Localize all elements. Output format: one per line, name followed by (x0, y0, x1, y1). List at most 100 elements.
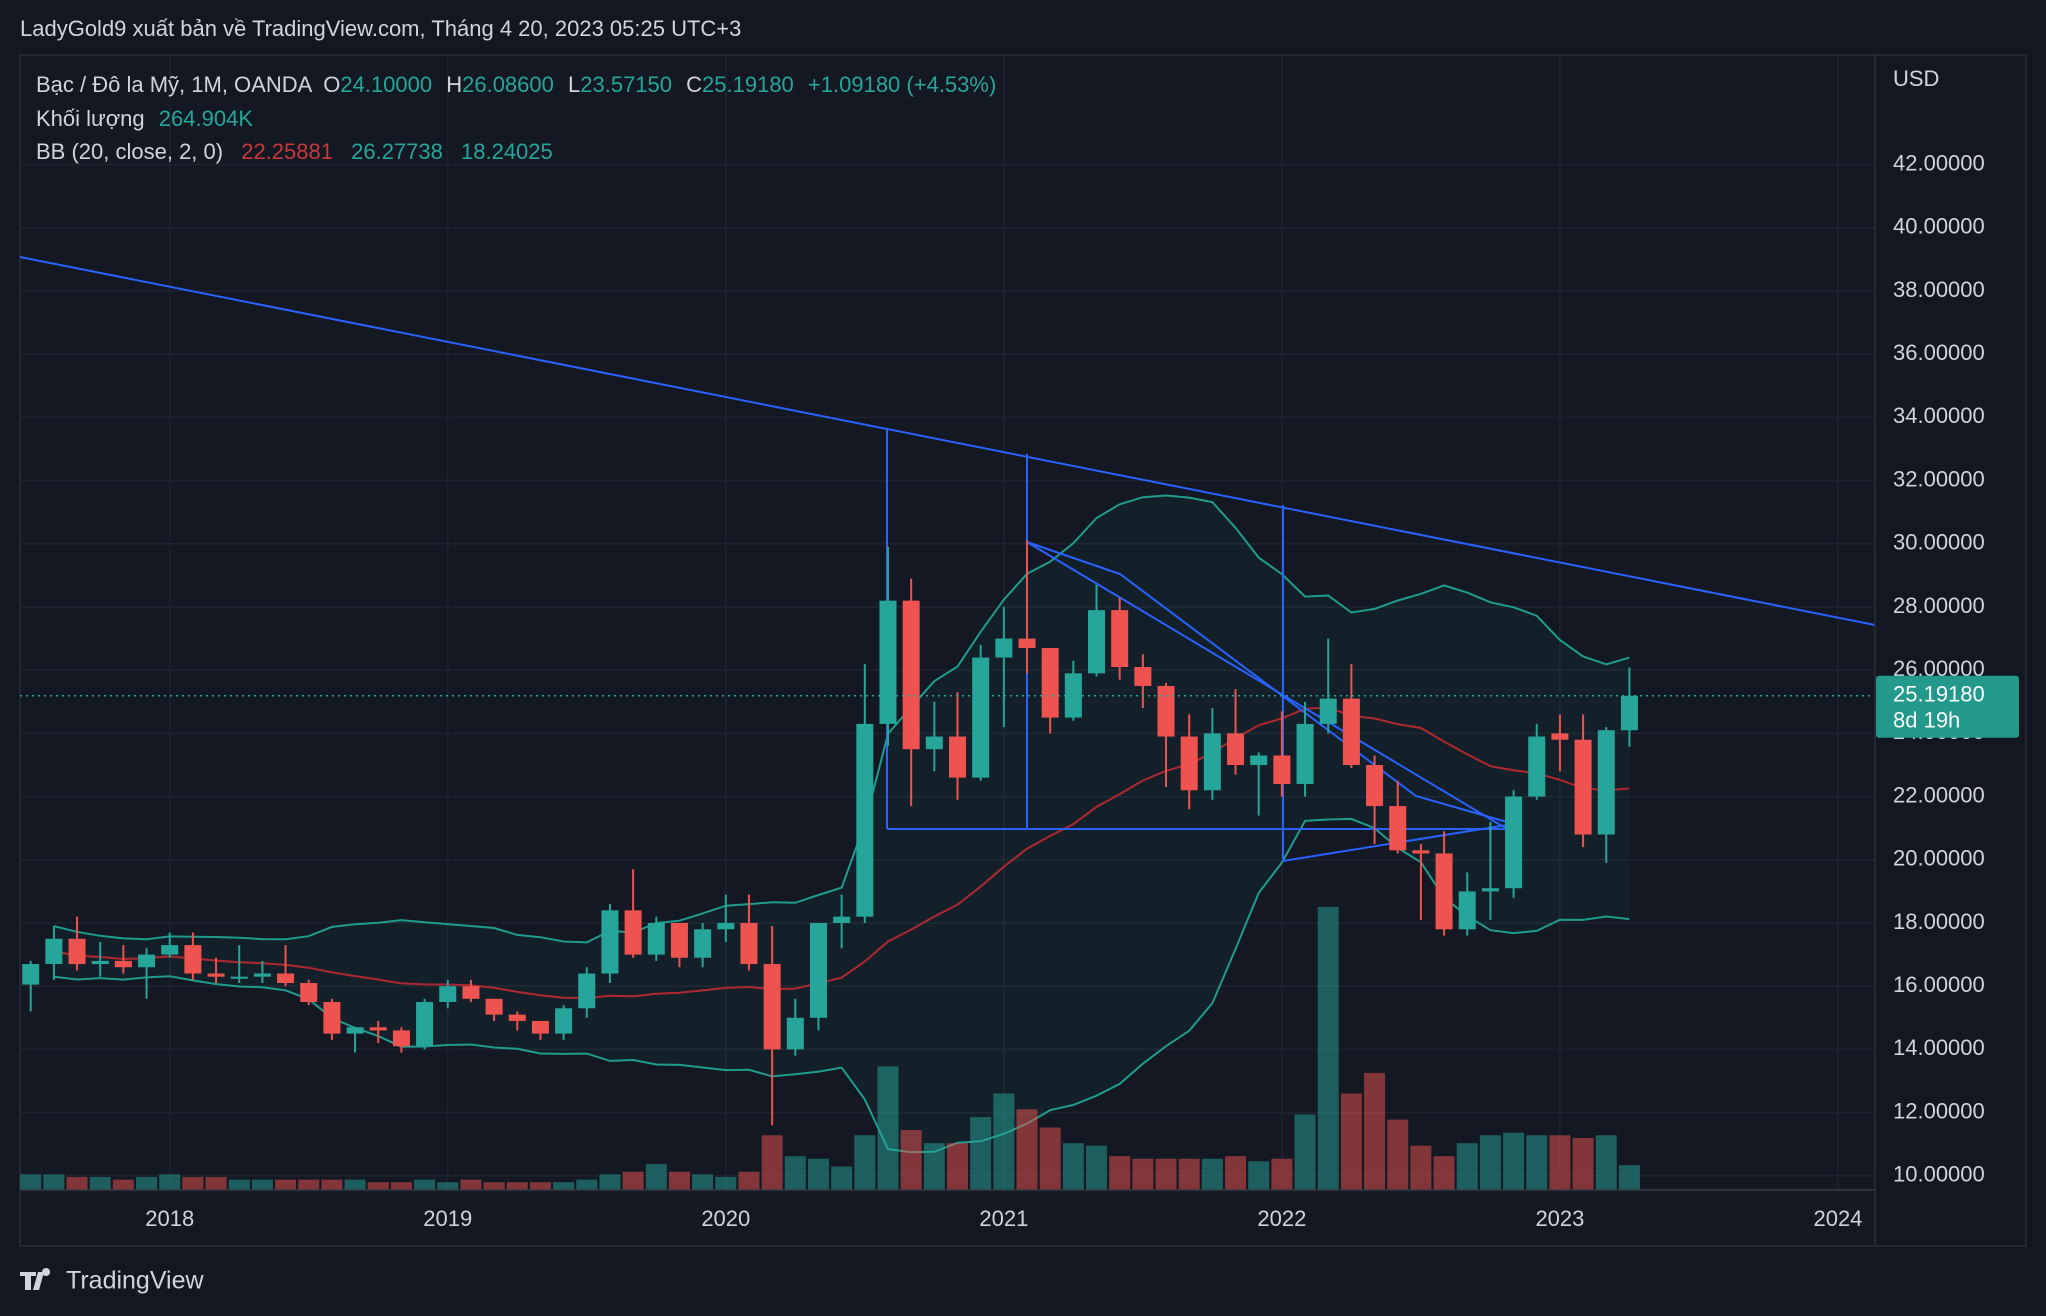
candle-body (1088, 610, 1106, 674)
y-tick-label: 22.00000 (1893, 782, 1985, 807)
grid (20, 55, 1875, 1190)
volume-bar (1387, 1119, 1409, 1190)
volume-bar (599, 1174, 621, 1190)
candle-body (809, 922, 827, 1018)
volume-bar (692, 1174, 714, 1190)
volume-bar (298, 1179, 320, 1190)
candle-body (717, 922, 735, 930)
candle-body (670, 922, 688, 958)
volume-bar (460, 1179, 482, 1190)
symbol: Bạc / Đô la Mỹ, 1M, OANDA (36, 72, 313, 97)
candle-body (369, 1027, 387, 1031)
volume-bar (159, 1174, 181, 1190)
volume-bar (1248, 1161, 1270, 1190)
ohlc-key: O (323, 72, 340, 97)
y-tick-label: 40.00000 (1893, 214, 1985, 239)
candle-body (1620, 695, 1638, 731)
candle-body (1203, 733, 1221, 791)
candle-body (1528, 736, 1546, 797)
last-price-label: 25.19180 (1893, 682, 1985, 707)
volume-bar (1039, 1127, 1061, 1190)
candle-body (253, 973, 271, 977)
candle-body (1250, 755, 1268, 765)
y-tick-label: 38.00000 (1893, 277, 1985, 302)
candle-body (995, 638, 1013, 658)
y-tick-label: 42.00000 (1893, 150, 1985, 175)
candle-body (1412, 850, 1430, 854)
y-tick-label: 36.00000 (1893, 340, 1985, 365)
volume-bar (1340, 1093, 1362, 1190)
volume-bar (1618, 1165, 1640, 1190)
last-price-tag (1876, 675, 2019, 738)
candle-body (1041, 648, 1059, 718)
volume-bar (923, 1143, 945, 1190)
candle-body (91, 960, 109, 965)
candle-body (1505, 796, 1523, 889)
volume-bar (275, 1179, 297, 1190)
candle-body (833, 916, 851, 923)
candle-body (485, 998, 503, 1015)
candle-body (740, 922, 758, 965)
candle-body (972, 657, 990, 778)
volume-bar (1155, 1158, 1177, 1190)
candle-body (323, 1001, 341, 1034)
chart-title: LadyGold9 xuất bản về TradingView.com, T… (20, 16, 741, 41)
candle-body (1227, 733, 1245, 765)
price-axis-bg (1876, 56, 2025, 1245)
legend-row: BB (20, close, 2, 0) 22.25881 26.27738 1… (36, 139, 553, 164)
brand-name: TradingView (66, 1267, 205, 1295)
y-tick-label: 10.00000 (1893, 1162, 1985, 1187)
volume-bar (1572, 1137, 1594, 1190)
candle-body (578, 973, 596, 1009)
candle-body (230, 976, 248, 979)
candle-body (1597, 730, 1615, 835)
ohlc-value: 25.19180 (702, 72, 794, 97)
volume-bar (20, 1174, 42, 1190)
volume-bar (715, 1176, 737, 1190)
currency: USD (1893, 66, 1939, 91)
candle-body (68, 938, 86, 965)
volume-bar (877, 1066, 899, 1190)
candle-body (439, 986, 457, 1002)
logo-mark (20, 1268, 51, 1290)
candle-body (161, 945, 179, 955)
candle-body (1296, 723, 1314, 784)
candle-body (1389, 806, 1407, 851)
candle-body (1366, 764, 1384, 807)
volume-bar (251, 1179, 273, 1190)
candle-body (1574, 739, 1592, 835)
volume-bar (1201, 1158, 1223, 1190)
candle-body (1111, 610, 1129, 668)
bb-value: 26.27738 (351, 139, 443, 164)
candle-body (462, 986, 480, 999)
candle-body (879, 600, 897, 724)
volume-bar (112, 1179, 134, 1190)
volume-bar (66, 1176, 88, 1190)
drawing-line (1026, 541, 1508, 823)
candle-body (555, 1008, 573, 1034)
volume-bar (43, 1174, 65, 1190)
x-tick-label: 2024 (1813, 1206, 1862, 1231)
candle-body (601, 910, 619, 974)
bb-name: BB (20, close, 2, 0) (36, 139, 223, 164)
volume-bar (136, 1176, 158, 1190)
drawing-line (1026, 541, 1508, 830)
volume-bar (367, 1182, 389, 1190)
candle-body (1319, 698, 1337, 724)
candle-body (277, 973, 295, 984)
candle-body (138, 954, 156, 968)
candle-body (114, 960, 132, 968)
bb-value: 18.24025 (461, 139, 553, 164)
brand-logo (20, 1268, 51, 1290)
volume-bar (854, 1135, 876, 1190)
volume-bar (645, 1163, 667, 1190)
candle-body (300, 983, 318, 1002)
volume-bar (483, 1182, 505, 1190)
candle-body (1273, 755, 1291, 784)
y-tick-label: 32.00000 (1893, 466, 1985, 491)
volume-bar (993, 1093, 1015, 1190)
x-tick-label: 2020 (701, 1206, 750, 1231)
candle-body (1481, 888, 1499, 892)
volume-bar (1294, 1114, 1316, 1190)
